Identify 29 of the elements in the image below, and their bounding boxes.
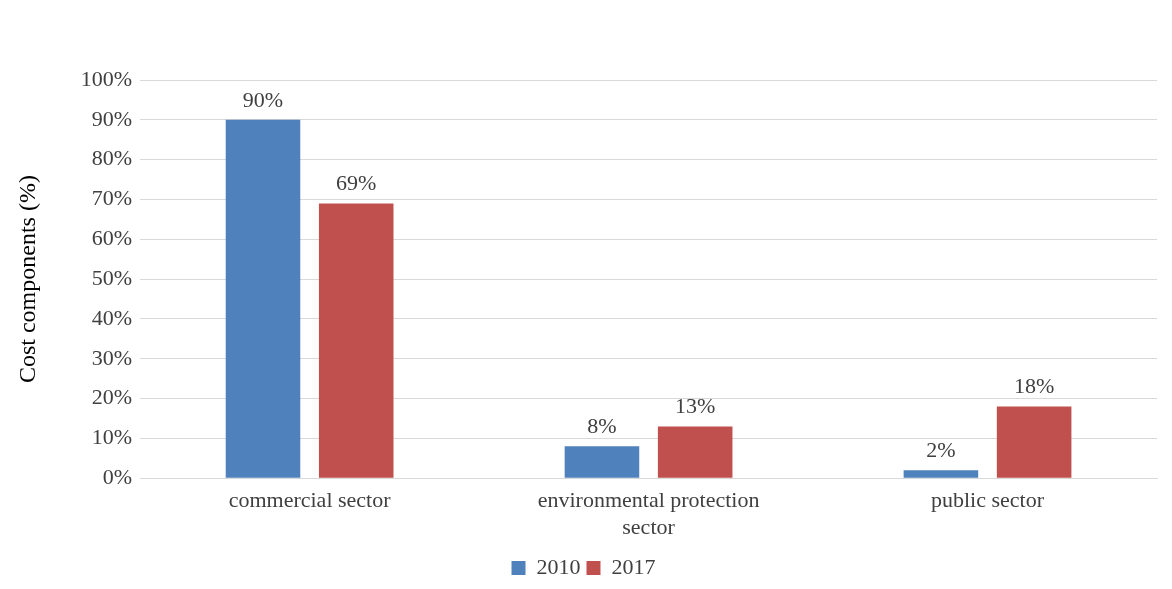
x-tick-label: public sector bbox=[931, 487, 1045, 513]
y-tick-label: 10% bbox=[91, 424, 133, 450]
bar bbox=[318, 203, 394, 478]
data-label: 2% bbox=[926, 437, 956, 463]
legend-label: 2017 bbox=[611, 553, 656, 579]
y-tick-label: 100% bbox=[80, 65, 133, 91]
data-label: 8% bbox=[587, 413, 617, 439]
bar bbox=[657, 426, 733, 478]
y-tick-label: 70% bbox=[91, 185, 133, 211]
y-tick-label: 80% bbox=[91, 145, 133, 171]
y-tick-label: 50% bbox=[91, 264, 133, 290]
data-label: 90% bbox=[242, 86, 284, 112]
y-tick-label: 60% bbox=[91, 225, 133, 251]
legend-label: 2010 bbox=[536, 553, 581, 579]
y-tick-label: 0% bbox=[102, 463, 133, 489]
data-label: 69% bbox=[336, 170, 377, 196]
x-tick-label: commercial sector bbox=[228, 487, 392, 513]
data-label: 13% bbox=[675, 393, 716, 419]
bar bbox=[996, 406, 1072, 478]
y-tick-label: 90% bbox=[91, 105, 133, 131]
y-tick-label: 40% bbox=[91, 304, 133, 330]
y-tick-label: 20% bbox=[91, 384, 133, 410]
y-axis-title: Cost components (%) bbox=[13, 175, 40, 384]
bar bbox=[564, 446, 640, 478]
x-tick-label: environmental protection sector bbox=[537, 487, 760, 539]
bar bbox=[903, 470, 979, 478]
y-tick-label: 30% bbox=[91, 344, 133, 370]
bar bbox=[225, 119, 301, 478]
data-label: 18% bbox=[1013, 373, 1055, 399]
